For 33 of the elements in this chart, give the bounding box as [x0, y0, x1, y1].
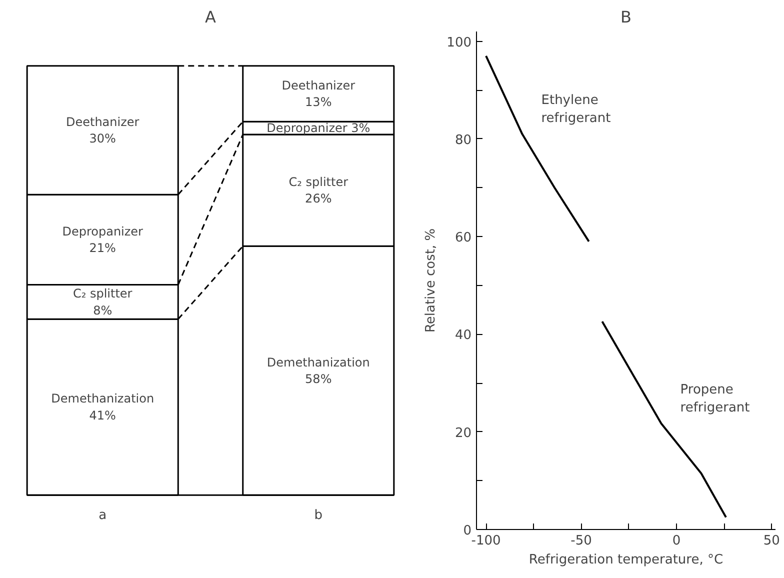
series-label: C₂ splitter	[72, 286, 132, 301]
text: Deethanizer	[66, 114, 140, 129]
text: Depropanizer 3%	[266, 121, 370, 136]
data-label: 8%	[93, 303, 112, 318]
data-label: 41%	[89, 408, 116, 423]
chart-title: A	[205, 8, 216, 26]
y-tick-label: 60	[454, 230, 472, 246]
series-label: Propene refrigerant	[680, 382, 750, 416]
data-label: 13%	[305, 95, 332, 110]
series-label: Ethylene refrigerant	[541, 93, 611, 126]
x-tick-label: 50	[763, 534, 780, 548]
text: C₂ splitter	[288, 174, 348, 189]
y-tick-label: 100	[446, 35, 472, 50]
y-tick-label: 0	[463, 524, 472, 538]
x-axis-title: Refrigeration temperature, °C	[528, 552, 724, 568]
x-tick-label: b	[314, 508, 323, 524]
data-label: 26%	[305, 192, 332, 206]
y-tick-label: 80	[454, 132, 472, 148]
chart-title: B	[620, 8, 632, 26]
x-tick-label: a	[98, 508, 107, 524]
data-label: 30%	[89, 132, 116, 146]
text: Demethanization	[266, 355, 370, 370]
series-label: Deethanizer	[282, 78, 356, 92]
x-tick-label: 0	[672, 534, 681, 548]
y-tick-label: 40	[454, 328, 472, 344]
series-label: Depropanizer	[62, 224, 144, 238]
y-tick-label: 20	[454, 426, 472, 441]
x-tick-label: -50	[570, 534, 592, 548]
series-label: Demethanization	[51, 392, 154, 406]
y-axis-title: Relative cost, %	[424, 228, 439, 333]
x-tick-label: -100	[471, 534, 501, 548]
data-label: 58%	[305, 372, 332, 386]
data-label: 21%	[89, 241, 116, 256]
